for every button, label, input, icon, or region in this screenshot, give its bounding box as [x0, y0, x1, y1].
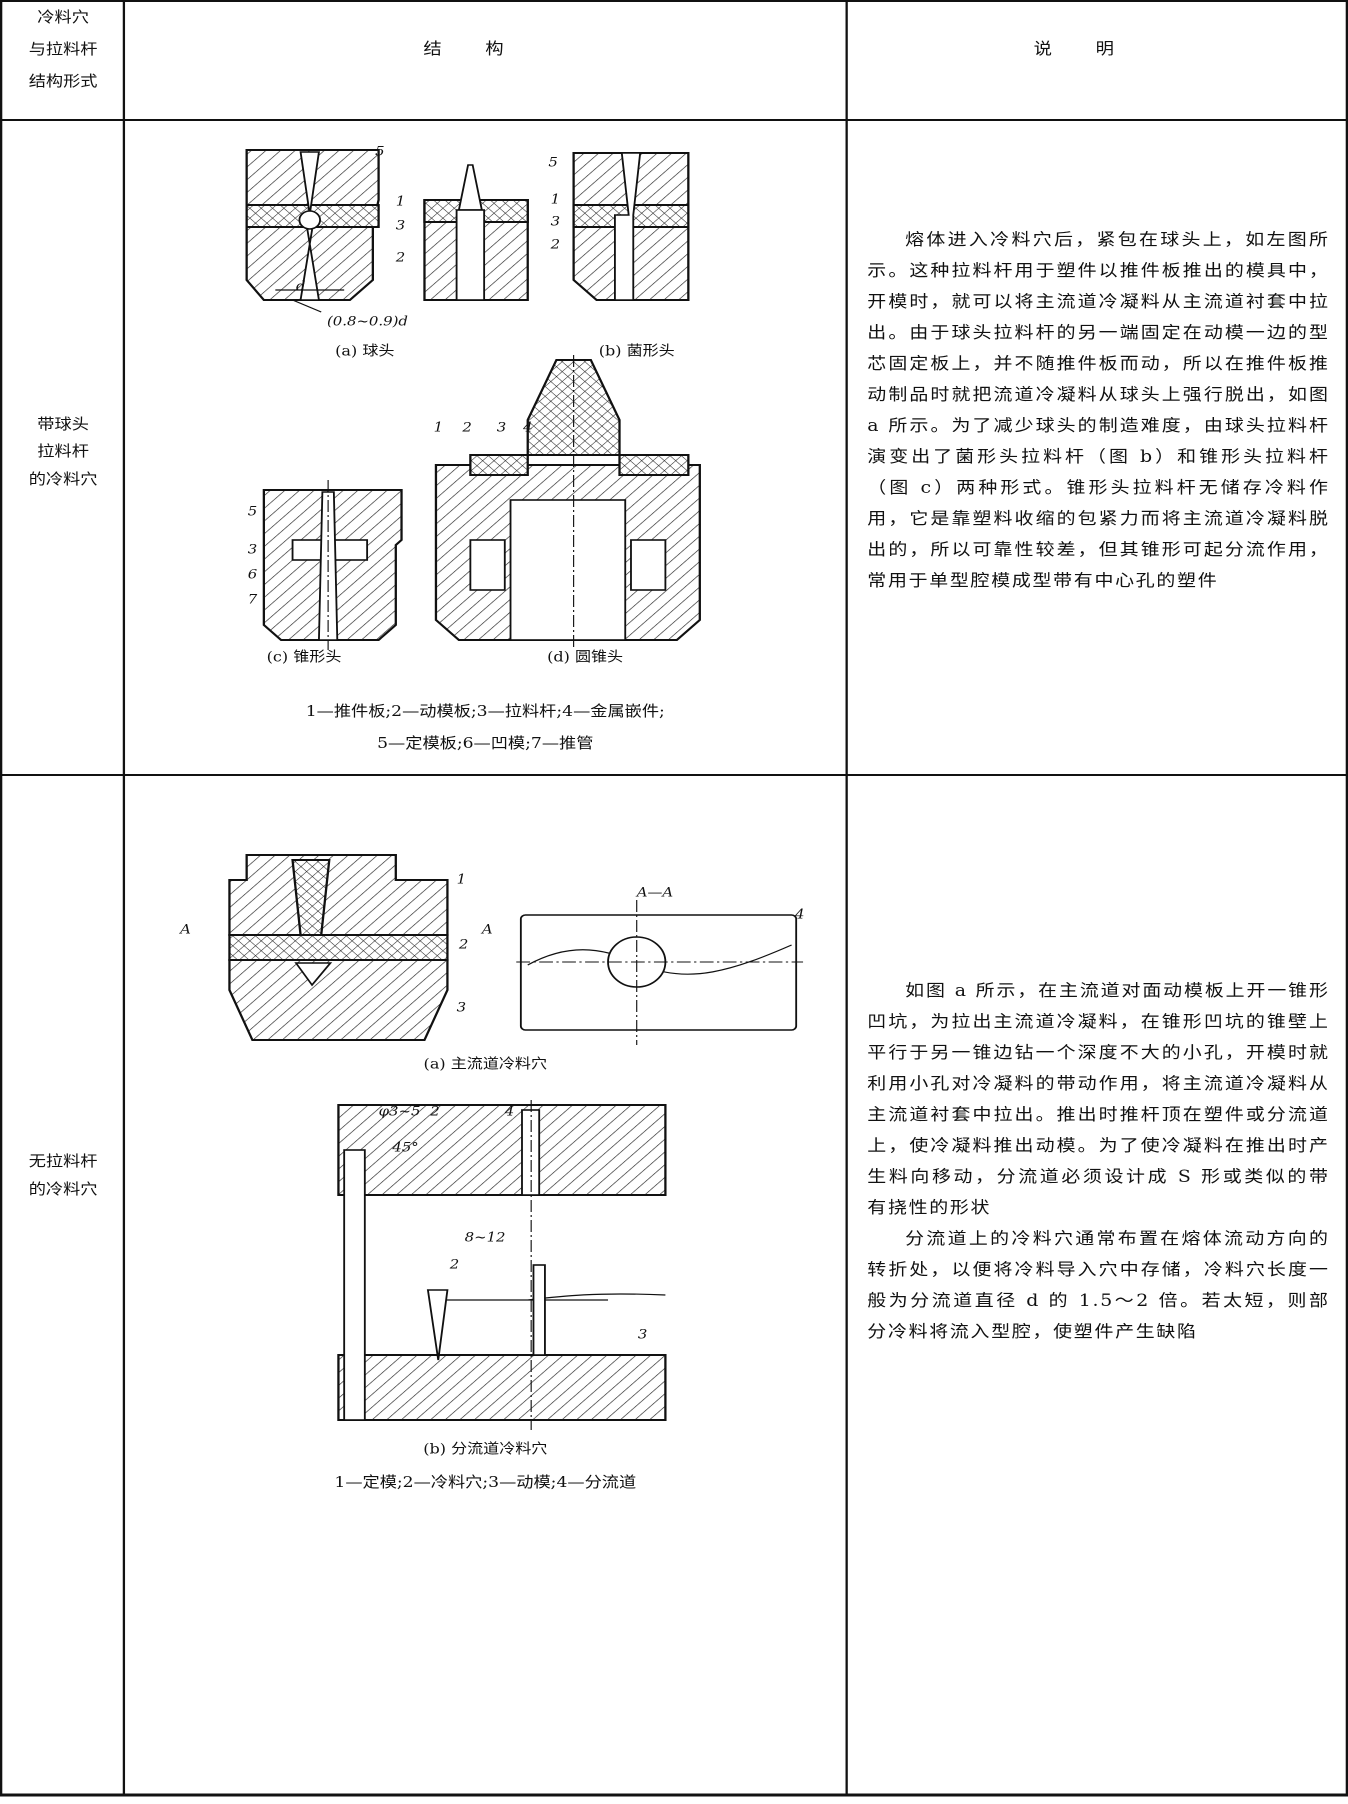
row-label: 带球头: [37, 415, 89, 433]
description-box: 熔体进入冷料穴后，紧包在球头上，如左图所示。这种拉料杆用于塑件以推件板推出的模具…: [867, 224, 1329, 596]
header-text: 与拉料杆: [29, 40, 98, 58]
row-label: 无拉料杆: [29, 1152, 98, 1170]
callout-label: 5: [375, 145, 385, 160]
drawing-stroke: [509, 499, 627, 641]
callout-label: φ3~5: [379, 1105, 421, 1120]
drawing-stroke: [469, 539, 506, 591]
callout-label: 1: [457, 873, 466, 888]
header-text: 结构形式: [29, 72, 98, 90]
callout-label: A: [480, 923, 493, 938]
description: 熔体进入冷料穴后，紧包在球头上，如左图所示。这种拉料杆用于塑件以推件板推出的模具…: [867, 224, 1329, 596]
callout-label: 3: [638, 1328, 648, 1343]
description: 如图 a 所示，在主流道对面动模板上开一锥形凹坑，为拉出主流道冷凝料，在锥形凹坑…: [867, 975, 1329, 1347]
drawing-stroke: [630, 539, 667, 591]
callout-label: 3: [457, 1001, 467, 1016]
drawing-stroke: [291, 859, 331, 936]
callout-label: 1: [551, 193, 560, 208]
callout-label: 1: [434, 421, 443, 436]
diagram-circular-cone-head: [434, 355, 701, 650]
figure-caption: (c) 锥形头: [267, 649, 342, 666]
callout-label: 2: [461, 421, 472, 436]
figure-caption: (b) 菌形头: [599, 343, 675, 360]
callout-label: A—A: [635, 886, 674, 901]
callout-label: 45°: [391, 1141, 418, 1156]
drawing-stroke: [430, 1293, 666, 1301]
figure-legend: 1—推件板;2—动模板;3—拉料杆;4—金属嵌件;: [306, 702, 665, 720]
drawing-stroke: [532, 1264, 546, 1356]
drawing-stroke: [343, 1149, 366, 1421]
callout-label: 3: [497, 421, 507, 436]
drawing-stroke: [469, 359, 690, 476]
paragraph: 如图 a 所示，在主流道对面动模板上开一锥形凹坑，为拉出主流道冷凝料，在锥形凹坑…: [867, 981, 1330, 1217]
drawing-stroke: [457, 164, 483, 211]
drawing-stroke: [228, 934, 449, 961]
callout-label: 1: [396, 195, 405, 210]
callout-label: 2: [458, 938, 469, 953]
callout-label: 4: [522, 421, 533, 436]
drawing-stroke: [298, 210, 321, 230]
drawing-stroke: [337, 1354, 667, 1421]
callout-label: 7: [248, 593, 258, 608]
header-text: 结构: [423, 40, 547, 59]
figure-caption: (a) 球头: [335, 343, 394, 360]
drawing-stroke: [426, 1289, 449, 1361]
diagram-ball-head: [245, 149, 380, 313]
paragraph: 熔体进入冷料穴后，紧包在球头上，如左图所示。这种拉料杆用于塑件以推件板推出的模具…: [867, 230, 1330, 590]
callout-label: 2: [395, 251, 406, 266]
drawing-stroke: [292, 299, 322, 313]
figure-legend: 1—定模;2—冷料穴;3—动模;4—分流道: [334, 1473, 636, 1491]
callout-label: d: [296, 280, 306, 295]
drawing-stroke: [337, 1104, 667, 1196]
drawing-stroke: [455, 209, 486, 301]
drawing-stroke: [228, 959, 449, 1041]
callout-label: 3: [248, 543, 258, 558]
callout-label: 5: [248, 505, 258, 520]
header-text: 说明: [1034, 40, 1158, 59]
drawing-stroke: [228, 854, 449, 936]
figure-legend: 5—定模板;6—凹模;7—推管: [377, 734, 593, 752]
figure-caption: (a) 主流道冷料穴: [424, 1056, 547, 1073]
callout-label: 5: [548, 156, 558, 171]
description-box: 如图 a 所示，在主流道对面动模板上开一锥形凹坑，为拉出主流道冷凝料，在锥形凹坑…: [867, 975, 1329, 1347]
callout-label: 8~12: [465, 1231, 506, 1246]
diagram-runner: [337, 1100, 667, 1430]
drawing-stroke: [294, 962, 333, 987]
diagram-cone-head: [262, 480, 403, 650]
figure-caption: (d) 圆锥头: [547, 649, 623, 666]
row-label: 的冷料穴: [29, 470, 98, 488]
callout-label: (0.8~0.9)d: [327, 315, 408, 330]
callout-label: 2: [449, 1258, 460, 1273]
callout-label: 4: [794, 908, 805, 923]
figure-caption: (b) 分流道冷料穴: [423, 1441, 547, 1458]
row-label: 拉料杆: [37, 442, 89, 460]
diagram-mushroom-head: [423, 152, 690, 301]
row-label: 的冷料穴: [29, 1180, 98, 1198]
callout-label: 6: [248, 568, 258, 583]
callout-label: 2: [429, 1105, 440, 1120]
header-text: 冷料穴: [37, 8, 89, 26]
drawing-stroke: [613, 152, 642, 301]
diagram-main-sprue: [228, 854, 804, 1045]
callout-label: 3: [551, 215, 561, 230]
callout-label: 4: [504, 1105, 515, 1120]
callout-label: 3: [396, 219, 406, 234]
paragraph: 分流道上的冷料穴通常布置在熔体流动方向的转折处，以便将冷料导入穴中存储，冷料穴长…: [867, 1229, 1330, 1341]
callout-label: A: [178, 923, 191, 938]
callout-label: 2: [550, 238, 561, 253]
